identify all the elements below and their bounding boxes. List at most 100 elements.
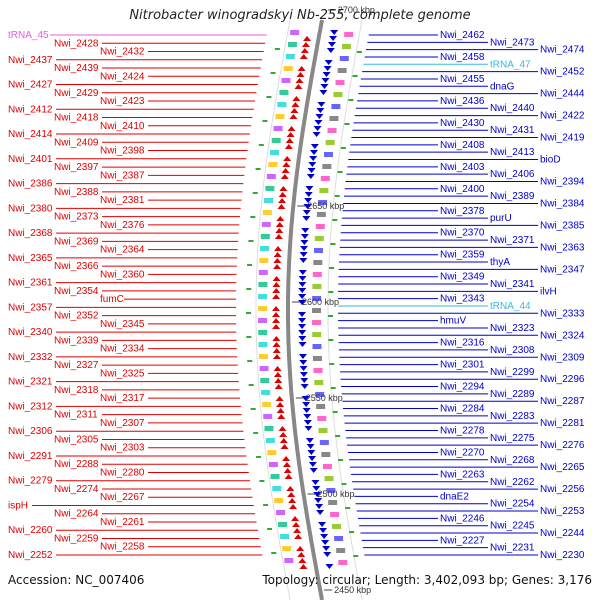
cog-block-right (344, 32, 354, 37)
right-strand-arrow (305, 438, 314, 443)
left-gene-label: Nwi_2306 (8, 426, 53, 437)
cog-block-left (264, 198, 274, 203)
left-gene-label: Nwi_2305 (54, 434, 99, 445)
map-title: Nitrobacter winogradskyi Nb-255, complet… (129, 8, 471, 23)
right-strand-arrow (300, 384, 309, 389)
right-gene-label: dnaG (490, 81, 515, 92)
right-strand-arrow (304, 198, 313, 203)
left-strand-arrow (294, 534, 303, 539)
left-gene-label: Nwi_2318 (54, 385, 99, 396)
left-strand-arrow (272, 318, 281, 323)
right-strand-arrow (312, 486, 321, 491)
right-strand-arrow (321, 540, 330, 545)
right-gene-label: Nwi_2296 (540, 374, 585, 385)
left-strand-arrow (299, 564, 308, 569)
right-gene-label: Nwi_2301 (440, 360, 485, 371)
cog-block-left (258, 270, 268, 275)
cog-block-right (314, 248, 324, 253)
right-gene-label: Nwi_2389 (490, 191, 535, 202)
left-gene-label: Nwi_2260 (8, 525, 53, 536)
cog-block-right (317, 416, 327, 421)
cog-block-right (331, 104, 341, 109)
left-strand-arrow (300, 48, 309, 53)
cog-block-right (312, 344, 322, 349)
gc-skew-mark (329, 363, 335, 365)
gc-skew-mark (328, 291, 334, 293)
right-strand-arrow (319, 90, 328, 95)
left-strand-arrow (279, 438, 288, 443)
left-strand-arrow (275, 228, 284, 233)
gc-skew-mark (258, 144, 264, 146)
cog-block-right (312, 356, 322, 361)
left-gene-label: Nwi_2317 (100, 393, 145, 404)
right-strand-arrow (326, 48, 335, 53)
gc-skew-mark (267, 528, 273, 530)
right-gene-label: Nwi_2231 (490, 543, 535, 554)
left-gene-label: Nwi_2439 (54, 63, 99, 74)
cog-block-right (328, 500, 338, 505)
right-gene-label: Nwi_2384 (540, 198, 585, 209)
right-strand-arrow (303, 420, 312, 425)
right-gene-label: tRNA_44 (490, 301, 531, 312)
left-strand-arrow (284, 474, 293, 479)
right-strand-arrow (313, 126, 322, 131)
cog-block-left (259, 258, 269, 263)
gc-skew-mark (338, 459, 344, 461)
cog-block-left (277, 102, 287, 107)
right-strand-arrow (322, 546, 331, 551)
right-gene-label: Nwi_2378 (440, 206, 485, 217)
left-gene-label: Nwi_2380 (8, 203, 53, 214)
left-strand-arrow (276, 402, 285, 407)
cog-block-right (319, 440, 329, 445)
left-gene-label: Nwi_2332 (8, 352, 53, 363)
left-gene-label: Nwi_2369 (54, 236, 99, 247)
left-strand-arrow (273, 258, 282, 263)
cog-block-left (265, 186, 275, 191)
left-gene-label: Nwi_2414 (8, 129, 53, 140)
cog-block-right (338, 560, 348, 565)
left-strand-arrow (289, 114, 298, 119)
right-gene-label: Nwi_2265 (540, 462, 585, 473)
right-strand-arrow (300, 246, 309, 251)
left-gene-label: Nwi_2345 (100, 319, 145, 330)
cog-block-right (312, 320, 322, 325)
left-strand-arrow (301, 42, 310, 47)
left-strand-arrow (272, 348, 281, 353)
right-gene-label: Nwi_2263 (440, 469, 485, 480)
right-strand-arrow (327, 42, 336, 47)
left-strand-arrow (278, 192, 287, 197)
right-strand-arrow (324, 60, 333, 65)
left-gene-label: Nwi_2376 (100, 220, 145, 231)
right-gene-label: hmuV (440, 316, 466, 327)
right-gene-label: dnaE2 (440, 491, 469, 502)
right-strand-arrow (329, 36, 338, 41)
cog-block-right (326, 488, 336, 493)
right-strand-arrow (314, 120, 323, 125)
left-strand-arrow (274, 384, 283, 389)
left-gene-label: Nwi_2398 (100, 146, 145, 157)
left-gene-label: ispH (8, 500, 28, 511)
right-strand-arrow (306, 444, 315, 449)
tick-label: 2450 kbp (334, 585, 371, 595)
left-gene-label: Nwi_2388 (54, 187, 99, 198)
right-strand-arrow (323, 552, 332, 557)
left-gene-label: Nwi_2357 (8, 302, 53, 313)
left-gene-label: Nwi_2401 (8, 154, 53, 165)
right-gene-label: Nwi_2419 (540, 133, 585, 144)
gc-skew-mark (271, 552, 277, 554)
right-gene-label: Nwi_2474 (540, 45, 585, 56)
cog-block-right (316, 404, 326, 409)
left-gene-label: Nwi_2424 (100, 71, 145, 82)
left-gene-label: Nwi_2418 (54, 113, 99, 124)
right-gene-label: Nwi_2455 (440, 74, 485, 85)
left-strand-arrow (272, 336, 281, 341)
left-gene-label: Nwi_2368 (8, 228, 53, 239)
right-gene-label: Nwi_2413 (490, 147, 535, 158)
cog-block-right (334, 536, 344, 541)
right-strand-arrow (322, 72, 331, 77)
right-strand-arrow (298, 330, 307, 335)
cog-block-left (274, 498, 284, 503)
cog-block-left (258, 294, 268, 299)
left-strand-arrow (279, 186, 288, 191)
